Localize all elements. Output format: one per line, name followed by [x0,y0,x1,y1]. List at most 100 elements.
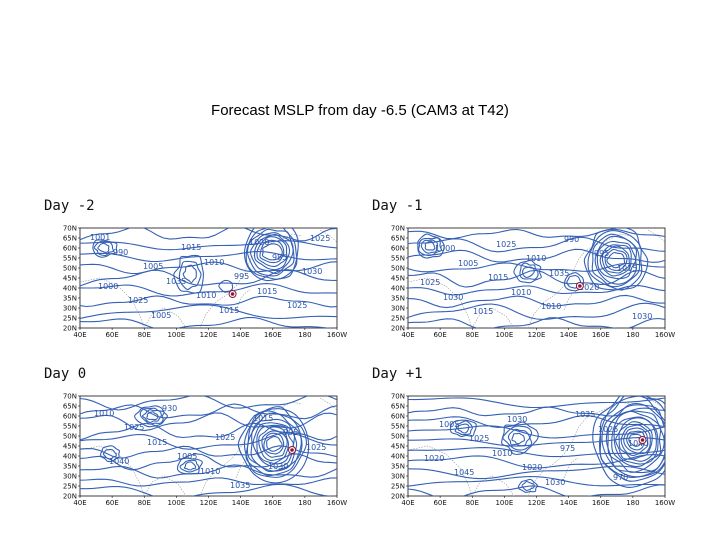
contour-label: 1005 [439,420,459,429]
lat-tick-label: 65N [391,235,405,243]
lon-tick-label: 160E [592,331,610,339]
contour-field: 1025102010351040104510309759701005101010… [408,396,665,496]
isobar [408,262,665,273]
contour-label: 1025 [128,296,148,305]
high-contour [182,264,197,284]
low-contour [250,418,298,472]
lat-tick-label: 60N [63,413,77,421]
high-contour [521,480,535,491]
contour-label: 1005 [151,311,171,320]
lon-tick-label: 40E [73,331,86,339]
low-contour [259,239,285,264]
low-contour [243,228,299,282]
isobar [408,465,665,480]
contour-label: 1030 [302,267,322,276]
high-contour [519,262,539,280]
contour-label: 1025 [287,301,307,310]
contour-label: 1030 [545,478,565,487]
high-contour [507,428,531,447]
low-contour [256,236,288,267]
lat-tick-label: 70N [63,393,77,401]
low-contour [263,432,285,455]
lat-tick-label: 70N [63,225,77,233]
lon-tick-label: 140E [560,499,578,507]
low-contour [587,230,643,291]
lat-tick-label: 50N [391,265,405,273]
day-label: Day +1 [372,366,423,382]
low-contour [620,424,651,457]
low-contour [258,426,290,462]
page-title: Forecast MSLP from day -6.5 (CAM3 at T42… [211,102,509,119]
lat-tick-label: 55N [391,255,405,263]
contour-label: 1010 [196,291,216,300]
contour-label: 1035 [575,410,595,419]
contour-label: 1020 [424,454,444,463]
contour-label: 930 [162,404,177,413]
isobar [80,477,337,487]
isobar [80,464,337,479]
lat-tick-label: 25N [391,315,405,323]
contour-label: 1015 [181,243,201,252]
high-contour [92,239,118,258]
storm-marker [578,284,582,288]
lon-tick-label: 160W [327,331,347,339]
high-contour [146,411,159,421]
isobar [408,475,665,487]
low-contour [256,424,294,465]
contour-label: 1045 [454,468,474,477]
high-contour [417,233,445,259]
low-contour [237,408,310,484]
low-contour [596,240,637,280]
low-contour [246,228,295,277]
contour-label: 1005 [143,262,163,271]
lat-tick-label: 20N [391,325,405,333]
low-contour [628,433,644,447]
isobar [80,483,337,496]
lon-tick-label: 140E [232,331,250,339]
low-contour [598,396,665,478]
panel-day-minus-1: Day -1 1000 1015 1010 995 1025 1015 1010 1020 103… [368,190,675,340]
high-contour [501,421,539,455]
high-contour [183,461,197,471]
isobar [80,269,337,287]
low-contour [245,228,298,280]
isobar [408,317,665,328]
lon-tick-label: 120E [528,331,546,339]
lat-tick-label: 70N [391,225,405,233]
lat-tick-label: 60N [391,413,405,421]
lon-tick-label: 140E [232,499,250,507]
contour-label: 1020 [522,463,542,472]
low-contour [591,233,641,288]
panel-day-minus-2: Day -2 1001 1005 1010 1020 1030 1025 1015 995 102… [40,190,347,340]
low-contour [605,403,665,474]
lat-tick-label: 50N [391,433,405,441]
lon-tick-label: 100E [167,331,185,339]
lat-tick-label: 25N [391,483,405,491]
lat-tick-label: 40N [391,453,405,461]
coastline [527,405,613,496]
isobar [408,248,665,263]
lon-tick-label: 120E [200,331,218,339]
low-contour [618,421,653,460]
lat-tick-label: 40N [391,285,405,293]
lat-tick-label: 45N [391,275,405,283]
contour-label: 995 [594,249,609,258]
contour-label: 1030 [507,415,527,424]
lat-tick-label: 20N [391,493,405,501]
lat-tick-label: 30N [63,305,77,313]
contour-label: 1010 [94,409,114,418]
contour-label: 1010 [526,254,546,263]
contour-label: 1010 [492,449,512,458]
contour-label: 1040 [109,457,129,466]
contour-label: 1025 [496,240,516,249]
low-contour [261,430,288,458]
contour-label: 1010 [204,258,224,267]
high-contour [449,419,477,438]
isobar [408,302,665,320]
high-contour [179,459,200,473]
coastline [408,445,473,496]
contour-field: 1000101510109951025101510101020103010051… [408,228,665,328]
low-contour [599,244,632,277]
lat-tick-label: 65N [63,235,77,243]
lon-tick-label: 80E [138,499,151,507]
